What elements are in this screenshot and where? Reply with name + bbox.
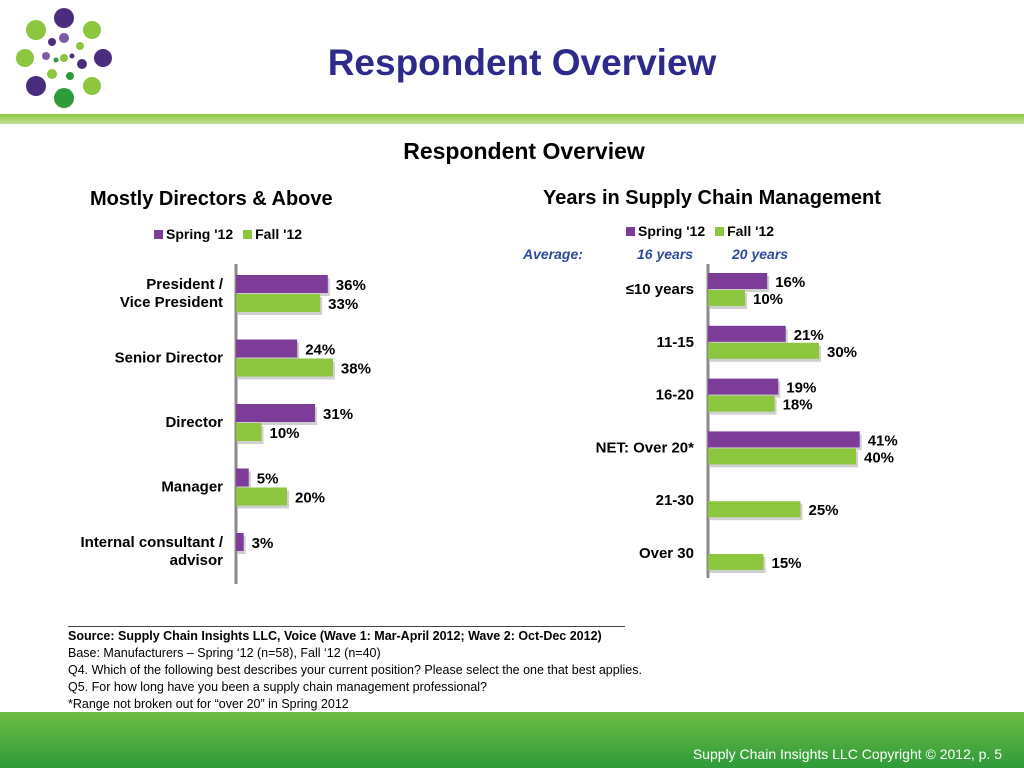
data-label: 33%	[328, 296, 358, 313]
data-label: 20%	[295, 490, 325, 507]
fall-swatch	[715, 226, 725, 236]
legend-fall: Fall '12	[727, 223, 775, 239]
average-spring: 16 years	[637, 246, 694, 262]
bar-fall	[236, 423, 262, 441]
data-label: 10%	[270, 425, 300, 442]
data-label: 3%	[252, 535, 274, 552]
base-line: Base: Manufacturers – Spring ‘12 (n=58),…	[68, 646, 381, 660]
header-divider	[0, 114, 1024, 124]
bar-spring	[236, 404, 316, 422]
bar-spring	[236, 533, 244, 551]
bar-fall	[236, 358, 333, 377]
footnote: *Range not broken out for “over 20” in S…	[68, 697, 349, 711]
fall-swatch	[243, 229, 253, 239]
category-label: Internal consultant /	[80, 534, 223, 551]
bar-spring	[236, 275, 328, 293]
data-label: 5%	[257, 471, 279, 488]
category-label: advisor	[170, 552, 224, 569]
data-label: 24%	[305, 342, 335, 359]
footer-band	[0, 712, 1024, 768]
bar-fall	[236, 294, 321, 312]
question-q4: Q4. Which of the following best describe…	[68, 663, 642, 677]
spring-swatch	[626, 226, 635, 236]
source-divider	[68, 626, 625, 627]
data-label: 36%	[336, 277, 366, 294]
data-label: 38%	[341, 361, 371, 378]
category-label: Senior Director	[115, 350, 224, 367]
bar-spring	[236, 339, 298, 358]
page-title: Respondent Overview	[327, 42, 717, 83]
source-line: Source: Supply Chain Insights LLC, Voice…	[68, 629, 602, 643]
company-logo	[16, 8, 112, 108]
legend-spring: Spring '12	[638, 223, 706, 239]
data-label: 31%	[323, 406, 353, 423]
source-notes: Source: Supply Chain Insights LLC, Voice…	[68, 628, 642, 713]
slide-subtitle: Respondent Overview	[403, 138, 645, 164]
bar-fall	[236, 487, 287, 506]
bar-spring	[236, 468, 249, 487]
category-label: President /	[146, 276, 224, 293]
question-q5: Q5. For how long have you been a supply …	[68, 680, 488, 694]
category-label: Manager	[161, 479, 223, 496]
category-label: Vice President	[120, 294, 223, 311]
average-label: Average:	[523, 246, 583, 262]
right-chart-title: Years in Supply Chain Management	[543, 187, 881, 209]
left-chart-title: Mostly Directors & Above	[90, 188, 333, 210]
spring-swatch	[154, 229, 163, 239]
average-fall: 20 years	[732, 246, 789, 262]
left-chart-legend: Spring '12 Fall '12	[154, 226, 312, 242]
legend-spring: Spring '12	[166, 226, 234, 242]
right-chart-legend: Spring '12 Fall '12	[626, 223, 784, 239]
footer-copyright: Supply Chain Insights LLC Copyright © 20…	[692, 746, 1002, 762]
legend-fall: Fall '12	[255, 226, 303, 242]
category-label: Director	[165, 414, 223, 431]
